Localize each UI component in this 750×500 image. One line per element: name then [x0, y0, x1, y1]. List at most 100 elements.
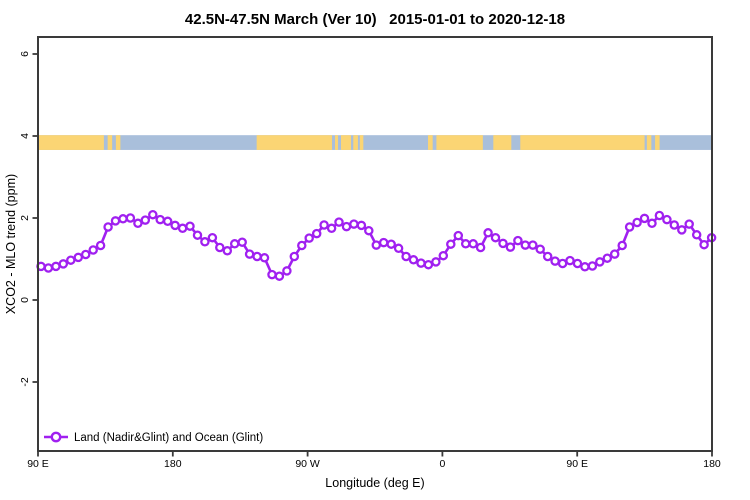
- data-point-marker: [401, 251, 411, 262]
- data-point-marker: [200, 237, 210, 247]
- data-point-marker: [192, 230, 203, 240]
- land-segment: [38, 135, 104, 150]
- data-point-marker: [267, 269, 277, 280]
- data-point-marker: [66, 255, 76, 265]
- y-tick-label: -2: [19, 377, 31, 386]
- data-point-marker: [483, 228, 493, 238]
- x-tick-label: 90 W: [295, 458, 320, 470]
- y-tick-label: 4: [19, 133, 31, 139]
- data-point-marker: [222, 246, 233, 256]
- y-tick-label: 0: [19, 297, 31, 303]
- data-point-marker: [423, 259, 434, 270]
- data-point-marker: [177, 223, 188, 234]
- data-point-marker: [349, 219, 359, 229]
- data-point-marker: [565, 255, 575, 266]
- data-point-marker: [371, 240, 382, 250]
- data-point-marker: [677, 225, 687, 235]
- data-point-marker: [684, 219, 694, 229]
- data-point-marker: [431, 257, 441, 267]
- data-point-marker: [274, 271, 285, 281]
- x-axis-title: Longitude (deg E): [325, 476, 424, 490]
- data-point-marker: [252, 251, 262, 262]
- land-segment: [115, 135, 121, 150]
- data-point-marker: [647, 218, 657, 229]
- data-point-marker: [528, 240, 538, 250]
- data-point-marker: [334, 217, 344, 227]
- data-point-marker: [632, 217, 642, 228]
- data-point-marker: [259, 253, 270, 263]
- land-segment: [520, 135, 645, 150]
- data-point-marker: [326, 223, 337, 234]
- data-point-marker: [140, 215, 151, 225]
- data-point-marker: [170, 220, 180, 231]
- data-point-marker: [438, 250, 449, 261]
- data-point-marker: [43, 263, 54, 273]
- data-point-marker: [691, 230, 702, 240]
- data-point-marker: [460, 239, 471, 249]
- x-tick-label: 180: [703, 458, 721, 470]
- data-point-marker: [662, 214, 672, 225]
- data-point-marker: [654, 210, 665, 221]
- world-map-strip: [38, 135, 712, 150]
- land-segment: [335, 135, 339, 150]
- data-point-marker: [282, 266, 292, 276]
- land-segment: [436, 135, 483, 150]
- data-point-marker: [148, 209, 158, 220]
- data-series-land-ocean: [36, 209, 717, 281]
- y-tick-label: 2: [19, 215, 31, 221]
- data-point-marker: [237, 237, 247, 247]
- land-segment: [353, 135, 358, 150]
- data-point-marker: [244, 249, 255, 259]
- x-tick-label: 90 E: [27, 458, 49, 470]
- data-point-marker: [110, 216, 121, 226]
- legend-label: Land (Nadir&Glint) and Ocean (Glint): [74, 432, 263, 444]
- data-point-marker: [513, 235, 523, 246]
- data-point-marker: [453, 230, 464, 241]
- data-point-marker: [699, 239, 709, 250]
- data-point-marker: [475, 242, 486, 253]
- data-point-marker: [609, 249, 620, 259]
- data-point-marker: [133, 218, 143, 229]
- data-point-marker: [408, 255, 419, 265]
- data-point-marker: [557, 258, 568, 269]
- land-segment: [646, 135, 652, 150]
- data-point-marker: [73, 252, 84, 263]
- data-point-marker: [587, 261, 598, 271]
- data-point-marker: [155, 214, 165, 225]
- y-tick-label: 6: [19, 51, 31, 57]
- data-point-marker: [311, 228, 322, 239]
- data-point-marker: [639, 213, 650, 224]
- data-point-marker: [229, 239, 240, 249]
- legend: Land (Nadir&Glint) and Ocean (Glint): [44, 431, 263, 444]
- land-segment: [107, 135, 113, 150]
- data-point-marker: [58, 259, 69, 269]
- data-point-marker: [386, 239, 396, 249]
- data-point-marker: [498, 238, 508, 249]
- data-point-marker: [80, 249, 91, 260]
- data-point-marker: [341, 221, 352, 232]
- land-segment: [428, 135, 433, 150]
- chart-title: 42.5N-47.5N March (Ver 10) 2015-01-01 to…: [185, 11, 565, 28]
- land-segment: [493, 135, 512, 150]
- data-point-marker: [505, 242, 516, 252]
- data-point-marker: [617, 240, 627, 251]
- data-point-marker: [602, 253, 613, 263]
- axes-ticks: 90 E 180 90 W 0 90 E 180 -2 0 2 4 6: [19, 51, 721, 470]
- data-point-marker: [215, 242, 225, 253]
- x-tick-label: 180: [164, 458, 182, 470]
- data-point-marker: [446, 239, 456, 249]
- y-axis-title: XCO2 - MLO trend (ppm): [4, 174, 18, 314]
- data-point-marker: [364, 225, 374, 236]
- data-point-marker: [125, 213, 136, 223]
- land-segment: [256, 135, 333, 150]
- data-point-marker: [669, 220, 680, 230]
- data-point-marker: [51, 261, 61, 272]
- data-point-marker: [118, 214, 128, 224]
- data-point-marker: [162, 216, 173, 227]
- data-point-marker: [468, 239, 478, 249]
- legend-marker-icon: [50, 431, 62, 443]
- x-tick-label: 0: [439, 458, 445, 470]
- data-point-marker: [595, 257, 605, 267]
- land-segment: [341, 135, 352, 150]
